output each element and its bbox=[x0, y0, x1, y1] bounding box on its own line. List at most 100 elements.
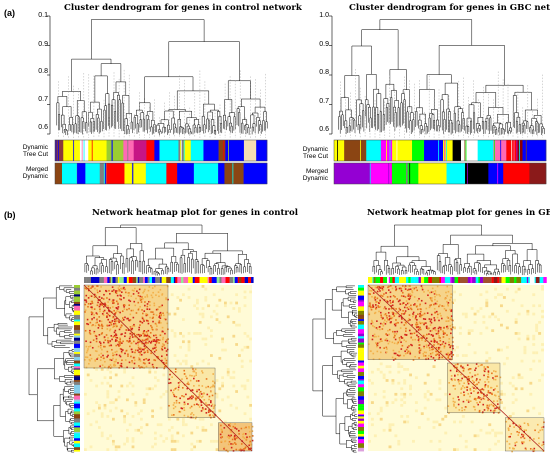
side-dendrogram-control bbox=[28, 285, 76, 453]
heatmap-gbc-row-module-22 bbox=[358, 360, 364, 362]
control-dynamic-module-4 bbox=[107, 140, 124, 161]
heatmap-gbc-col-module-55 bbox=[530, 277, 535, 283]
gbc-merged-stripe-2-1 bbox=[409, 163, 410, 184]
heatmap-gbc-row-module-4 bbox=[358, 300, 364, 302]
ytick-gbc-4: 0.7 bbox=[311, 98, 329, 105]
control-merged-module-10 bbox=[194, 163, 219, 184]
heatmap-control-row-module-31 bbox=[74, 372, 80, 375]
gbc-dynamic-stripe-1-0 bbox=[360, 140, 361, 161]
heatmap-gbc-col-module-7 bbox=[387, 277, 389, 283]
heatmap-control-row-module-40 bbox=[74, 400, 80, 402]
heatmap-control-col-module-40 bbox=[203, 277, 208, 283]
heatmap-control-row-module-35 bbox=[74, 382, 80, 385]
heatmap-control-col-module-54 bbox=[245, 277, 249, 283]
heatmap-gbc-row-module-45 bbox=[358, 427, 364, 431]
heatmap-control-col-module-19 bbox=[139, 277, 143, 283]
heatmap-control-row-module-36 bbox=[74, 385, 80, 390]
heatmap-control-col-module-41 bbox=[208, 277, 210, 283]
heatmap-gbc-col-module-29 bbox=[452, 277, 455, 283]
gbc-merged-module-6 bbox=[488, 163, 503, 184]
heatmap-gbc-row-module-35 bbox=[358, 404, 364, 406]
heatmap-control-col-module-2 bbox=[91, 277, 95, 283]
heatmap-gbc-row-module-48 bbox=[358, 437, 364, 440]
heatmap-control-row-module-2 bbox=[74, 291, 80, 295]
heatmap-gbc-row-module-12 bbox=[358, 325, 364, 330]
control-merged-module-12 bbox=[224, 163, 243, 184]
heatmap-gbc-col-module-20 bbox=[424, 277, 428, 283]
heatmap-gbc-col-module-15 bbox=[408, 277, 411, 283]
gbc-dynamic-module-9 bbox=[461, 140, 478, 161]
heatmap-gbc-col-module-59 bbox=[543, 277, 546, 283]
control-dynamic-module-1 bbox=[63, 140, 80, 161]
heatmap-control-col-module-38 bbox=[195, 277, 200, 283]
ytick-gbc-1: 1.0 bbox=[311, 12, 329, 19]
heatmap-gbc-col-module-28 bbox=[450, 277, 451, 283]
heatmap-control-row-module-27 bbox=[74, 363, 80, 366]
heatmap-gbc-row-module-7 bbox=[358, 307, 364, 311]
control-merged-stripe-4-1 bbox=[105, 163, 106, 184]
heatmap-control-col-module-28 bbox=[162, 277, 167, 283]
heatmap-gbc-col-module-25 bbox=[441, 277, 445, 283]
control-merged-module-13 bbox=[244, 163, 268, 184]
heatmap-control-row-module-7 bbox=[74, 304, 80, 306]
heatmap-control-row-module-12 bbox=[74, 321, 80, 323]
control-dynamic-module-12 bbox=[191, 140, 204, 161]
dendrogram-gbc-path bbox=[339, 20, 545, 136]
heatmap-gbc-row-module-8 bbox=[358, 311, 364, 315]
gbc-dynamic-stripe-4-0 bbox=[397, 140, 398, 161]
heatmap-gbc-col-module-54 bbox=[528, 277, 530, 283]
heatmap-gbc-row-module-43 bbox=[358, 421, 364, 424]
control-dynamic-module-8 bbox=[154, 140, 159, 161]
heatmap-control-col-module-5 bbox=[104, 277, 108, 283]
ytick-control-1: 0.1 bbox=[30, 12, 48, 19]
heatmap-control-col-module-11 bbox=[118, 277, 120, 283]
row-label-dynamic-control: Dynamic Tree Cut bbox=[2, 144, 48, 158]
heatmap-control-row-module-54 bbox=[74, 441, 80, 444]
heatmap-gbc-row-module-42 bbox=[358, 419, 364, 421]
ytick-control-5: 0.6 bbox=[30, 124, 48, 131]
panel-label-b: (b) bbox=[4, 210, 16, 220]
heatmap-control-row-module-16 bbox=[74, 330, 80, 334]
control-dynamic-stripe-1-0 bbox=[73, 140, 74, 161]
heatmap-control-row-module-13 bbox=[74, 323, 80, 325]
heatmap-gbc-col-module-32 bbox=[459, 277, 464, 283]
heatmap-control bbox=[74, 277, 254, 453]
control-merged-module-0 bbox=[55, 163, 62, 184]
control-dynamic-module-17 bbox=[256, 140, 267, 161]
side-dendrogram-gbc-path bbox=[313, 286, 358, 452]
heatmap-control-col-module-9 bbox=[112, 277, 115, 283]
dendrogram-gbc-links bbox=[339, 20, 545, 136]
heatmap-gbc-col-module-1 bbox=[370, 277, 372, 283]
heatmap-gbc-row-module-10 bbox=[358, 319, 364, 321]
heatmap-gbc-row-module-0 bbox=[358, 285, 364, 288]
heatmap-control-col-module-6 bbox=[107, 277, 109, 283]
control-merged-module-5 bbox=[107, 163, 125, 184]
heatmap-control-row-module-11 bbox=[74, 320, 80, 322]
gbc-dynamic-module-8 bbox=[453, 140, 462, 161]
heatmap-control-row-module-6 bbox=[74, 302, 80, 304]
heatmap-control-row-module-52 bbox=[74, 433, 80, 438]
heatmap-gbc-col-module-38 bbox=[478, 277, 480, 283]
heatmap-gbc-row-module-33 bbox=[358, 396, 364, 400]
heatmap-gbc-row-module-47 bbox=[358, 434, 364, 437]
heatmap-gbc-col-module-10 bbox=[392, 277, 395, 283]
row-label-merged-control: Merged Dynamic bbox=[2, 166, 48, 180]
heatmap-gbc-col-module-52 bbox=[523, 277, 527, 283]
heatmap-gbc-col-module-18 bbox=[419, 277, 422, 283]
gbc-merged-stripe-1-0 bbox=[388, 163, 389, 184]
gbc-merged-stripe-0-0 bbox=[370, 163, 371, 184]
heatmap-control-row-module-41 bbox=[74, 402, 80, 404]
heatmap-control-row-module-5 bbox=[74, 298, 80, 302]
heatmap-gbc-row-module-3 bbox=[358, 296, 364, 300]
heatmap-gbc-col-module-47 bbox=[506, 277, 510, 283]
ytick-gbc-2: 0.9 bbox=[311, 41, 329, 48]
heatmap-gbc-col-module-5 bbox=[380, 277, 383, 283]
heatmap-gbc-row-module-31 bbox=[358, 387, 364, 391]
ytick-gbc-5: 0.6 bbox=[311, 126, 329, 133]
heatmap-control-row-module-15 bbox=[74, 327, 80, 330]
control-dynamic-stripe-3-0 bbox=[92, 140, 93, 161]
heatmap-gbc-col-module-49 bbox=[514, 277, 516, 283]
heatmap-gbc-col-module-43 bbox=[494, 277, 498, 283]
heatmap-gbc-col-module-37 bbox=[476, 277, 479, 283]
heatmap-control-row-module-21 bbox=[74, 344, 80, 348]
